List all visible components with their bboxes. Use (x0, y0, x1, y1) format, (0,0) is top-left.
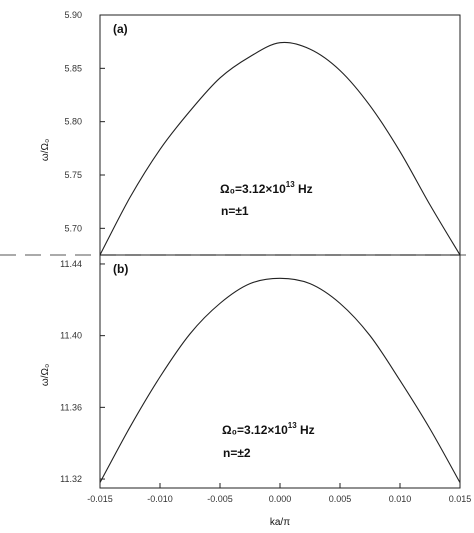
annotation-omega-b-exp: 13 (288, 421, 297, 430)
annotation-omega-b-base: Ω₀=3.12×10 (222, 423, 288, 437)
annotation-omega-a-unit: Hz (295, 182, 313, 196)
plot-frame-a (99, 14, 461, 256)
panel-a: (a) ω/Ω₀ 5.90 5.85 5.80 5.75 5.70 Ω₀=3.12×10… (40, 10, 461, 256)
annotation-omega-a-base: Ω₀=3.12×10 (220, 182, 286, 196)
y-tick-label-a: 5.70 (64, 223, 82, 233)
y-tick-label-b: 11.36 (60, 402, 82, 412)
y-ticks-b: 11.44 11.40 11.36 11.32 (60, 259, 105, 484)
x-tick-label: 0.010 (389, 494, 412, 504)
x-tick-label: 0.005 (329, 494, 352, 504)
x-tick-label: -0.015 (87, 494, 113, 504)
x-tick-label: -0.005 (207, 494, 233, 504)
annotation-omega-b-unit: Hz (297, 423, 315, 437)
y-tick-label-b: 11.44 (60, 259, 82, 269)
annotation-omega-b: Ω₀=3.12×1013 Hz (222, 421, 315, 437)
annotation-n-b: n=±2 (223, 446, 251, 460)
y-tick-label-b: 11.40 (60, 331, 82, 341)
series-curve-a (99, 41, 461, 256)
annotation-n-a: n=±1 (221, 204, 249, 218)
y-axis-label-a: ω/Ω₀ (40, 139, 51, 161)
series-curve-b (99, 277, 461, 483)
x-tick-label: 0.000 (269, 494, 292, 504)
y-tick-label-a: 5.85 (64, 63, 82, 73)
x-axis-label: ka/π (270, 517, 290, 528)
y-tick-label-a: 5.80 (64, 117, 82, 127)
annotation-omega-a-exp: 13 (286, 180, 295, 189)
y-ticks-a: 5.90 5.85 5.80 5.75 5.70 (64, 10, 105, 233)
plot-frame-b (99, 254, 461, 489)
y-tick-label-a: 5.90 (64, 10, 82, 20)
x-tick-label: -0.010 (147, 494, 173, 504)
x-ticks-b: -0.015 -0.010 -0.005 0.000 0.005 0.010 0.015 (87, 483, 471, 504)
panel-label-a: (a) (113, 22, 128, 36)
y-axis-label-b: ω/Ω₀ (40, 364, 51, 386)
x-tick-label: 0.015 (449, 494, 472, 504)
y-tick-label-a: 5.75 (64, 170, 82, 180)
panel-label-b: (b) (113, 262, 128, 276)
y-tick-label-b: 11.32 (60, 474, 82, 484)
annotation-omega-a: Ω₀=3.12×1013 Hz (220, 180, 313, 196)
